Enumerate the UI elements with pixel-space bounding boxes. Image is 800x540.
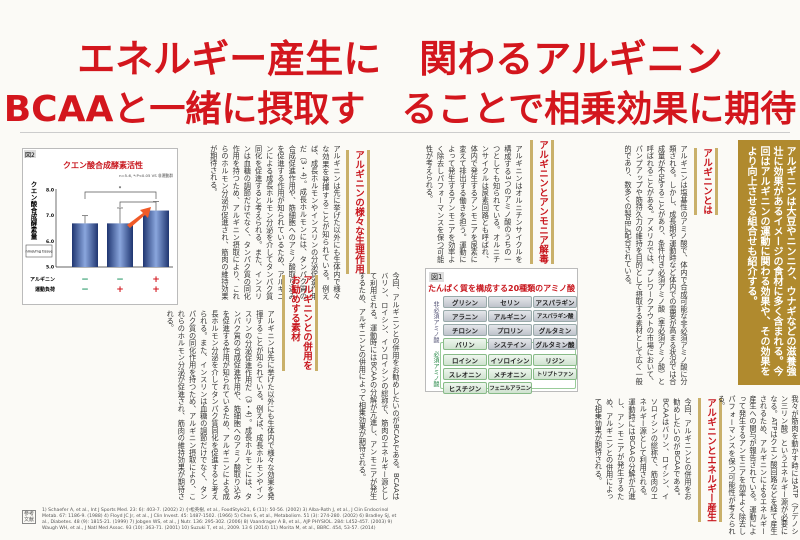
essential-label: 必須アミノ酸 <box>432 351 439 387</box>
arrow-icon <box>127 207 151 228</box>
heading-ammonia: アルギニンとアンモニア解毒 <box>530 140 554 264</box>
amino-acid-ne: アスパラギン酸 <box>533 310 577 322</box>
body-recommended: 今回、アルギニンとの併用をお勧めしたいのがBCAAである。BCAAはバリン、ロイ… <box>358 272 401 500</box>
heading-what-is: アルギニンとは <box>694 148 718 215</box>
y-axis-label: クエン酸合成酵素量 <box>29 181 38 241</box>
figure-title: たんぱく質を構成する20種類のアミノ酸 <box>428 284 575 293</box>
significance-bracket-2 <box>119 201 156 207</box>
condition-mark: + <box>116 285 124 295</box>
body-physiology: アルギニンは先に挙げた以外にも生体内で様々な効果を発揮することが知られている。例… <box>209 145 342 300</box>
amino-acid-e: トリプトファン <box>533 368 577 380</box>
condition-mark: − <box>81 285 89 295</box>
y-tick-label: 6.0 <box>46 239 54 245</box>
y-axis-unit: nmol/mg tissue <box>25 250 52 254</box>
amino-acid-e: ヒスチジン <box>443 382 487 394</box>
figure-citrate-synthase-chart: 図2 クエン酸合成酵素活性 n=5-6, *:P<0.05 VS 非運動群 クエ… <box>22 148 178 305</box>
amino-acid-ne: グルタミン酸 <box>533 338 577 350</box>
heading-energy: アルギニンとエネルギー産生 <box>698 398 722 522</box>
significance-star: * <box>119 186 122 192</box>
figure-label: 図1 <box>429 272 445 282</box>
amino-acid-ne: チロシン <box>443 324 487 336</box>
amino-acid-ne: グルタミン <box>533 324 577 336</box>
nonessential-label: 非必須アミノ酸 <box>432 301 439 343</box>
condition-mark: − <box>116 275 124 285</box>
divider <box>20 132 790 133</box>
lead-box: アルギニンは大豆やニンニク、ウナギなどの滋養強壮に効果があるイメージの食材に多く… <box>738 140 800 385</box>
amino-acid-ne: アラニン <box>443 310 487 322</box>
references-tag: 参考文献 <box>22 510 36 524</box>
figure-amino-acids: 図1 たんぱく質を構成する20種類のアミノ酸 非必須アミノ酸 必須アミノ酸 グリ… <box>425 268 578 394</box>
headline-line-2: BCAAと一緒に摂取す ることで相乗効果に期待 <box>3 89 797 130</box>
figure-label-bg <box>24 150 36 158</box>
figure-label: 図2 <box>25 152 35 159</box>
amino-acid-ne: セリン <box>488 296 532 308</box>
condition-mark: + <box>152 285 160 295</box>
references-text: 1) Schaefer A, et al., Int J Sports Med.… <box>42 508 397 531</box>
unit-box <box>25 244 53 258</box>
y-tick-label: 8.0 <box>46 188 54 194</box>
y-tick-label: 7.0 <box>46 213 54 219</box>
significance-bracket <box>84 191 157 199</box>
headline-line-1: エネルギー産生に 関わるアルギニン <box>77 37 723 81</box>
condition-mark: − <box>81 275 89 285</box>
amino-acid-e: スレオニン <box>443 368 487 380</box>
amino-acid-ne: システイン <box>488 338 532 350</box>
amino-acid-e: メチオニン <box>488 368 532 380</box>
references: 参考文献 1) Schaefer A, et al., Int J Sports… <box>22 508 402 532</box>
body-ammonia: アルギニンはオルニチンサイクルを構成する3つのアミノ酸のうちの一つとしても知られ… <box>425 145 524 263</box>
heading-physiology: アルギニンの様々な生理作用 <box>346 150 370 274</box>
chart-svg: 図2 クエン酸合成酵素活性 n=5-6, *:P<0.05 VS 非運動群 クエ… <box>24 150 173 295</box>
amino-acid-ne: グリシン <box>443 296 487 308</box>
amino-acid-ne: アスパラギン <box>533 296 577 308</box>
chart-title: クエン酸合成酵素活性 <box>63 160 143 170</box>
bar <box>107 223 133 267</box>
row-label: アルギニン <box>30 276 55 283</box>
amino-acid-ne: アルギニン <box>488 310 532 322</box>
bar <box>143 210 169 267</box>
body-physiology-2: アルギニンは先に挙げた以外にも生体内で様々な効果を発揮することが知られている。例… <box>166 310 276 500</box>
amino-acid-ne: プロリン <box>488 324 532 336</box>
amino-acid-e: リジン <box>533 354 577 366</box>
chart-annotation: n=5-6, *:P<0.05 VS 非運動群 <box>119 173 173 178</box>
body-recommended-continued: 今回、アルギニンとの併用をお勧めしたいのがBCAAである。BCAAはバリン、ロイ… <box>594 398 693 500</box>
heading-recommended: アルギニンとの併用をお勧めする素材 <box>282 275 318 371</box>
amino-acid-e: イソロイシン <box>488 354 532 366</box>
bar <box>72 223 98 267</box>
condition-mark: + <box>152 275 160 285</box>
y-tick-label: 5.0 <box>46 265 54 271</box>
amino-acid-e: ロイシン <box>443 354 487 366</box>
row-label: 運動負荷 <box>35 286 55 293</box>
amino-acid-e: フェニルアラニン <box>488 382 532 394</box>
body-energy: 我々が筋肉を動かす時にはATP（アデノシン三リン酸）というエネルギー源が必要にな… <box>717 395 800 535</box>
body-what-is: アルギニンは塩基性のアミノ酸で、体内で合成可能な非必須アミノ酸に分類される。しか… <box>623 145 689 385</box>
amino-acid-e: バリン <box>443 338 487 350</box>
